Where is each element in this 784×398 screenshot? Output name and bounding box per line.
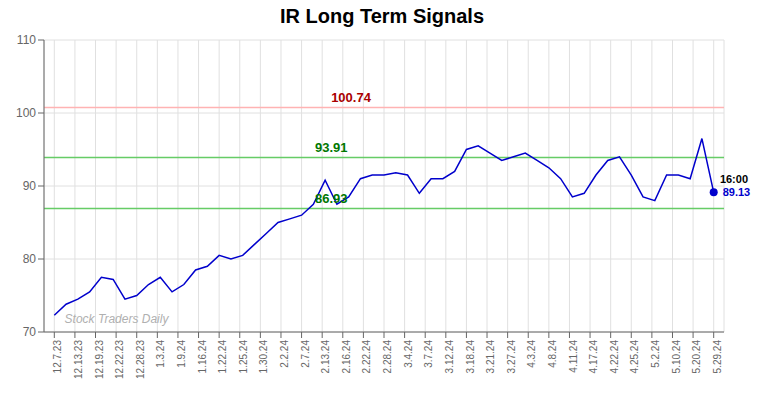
svg-text:100: 100 [16,106,36,120]
svg-text:2.7.24: 2.7.24 [300,340,311,368]
svg-text:80: 80 [23,252,37,266]
svg-text:1.9.24: 1.9.24 [176,340,187,368]
svg-text:1.16.24: 1.16.24 [197,340,208,374]
svg-text:12.13.23: 12.13.23 [73,340,84,379]
svg-text:3.21.24: 3.21.24 [485,340,496,374]
svg-text:4.17.24: 4.17.24 [588,340,599,374]
svg-text:5.2.24: 5.2.24 [650,340,661,368]
svg-text:1.3.24: 1.3.24 [155,340,166,368]
svg-text:4.22.24: 4.22.24 [609,340,620,374]
svg-text:3.18.24: 3.18.24 [465,340,476,374]
svg-text:93.91: 93.91 [315,140,348,155]
svg-text:3.4.24: 3.4.24 [403,340,414,368]
svg-text:5.29.24: 5.29.24 [712,340,723,374]
svg-text:12.28.23: 12.28.23 [135,340,146,379]
svg-text:5.20.24: 5.20.24 [691,340,702,374]
svg-text:100.74: 100.74 [331,90,372,105]
svg-text:70: 70 [23,325,37,339]
svg-text:4.25.24: 4.25.24 [629,340,640,374]
svg-text:3.7.24: 3.7.24 [423,340,434,368]
svg-text:16:00: 16:00 [720,173,748,185]
svg-text:4.11.24: 4.11.24 [568,340,579,373]
svg-text:12.19.23: 12.19.23 [94,340,105,379]
svg-text:89.13: 89.13 [723,186,751,198]
svg-text:1.22.24: 1.22.24 [217,340,228,374]
svg-text:2.2.24: 2.2.24 [279,340,290,368]
svg-text:2.16.24: 2.16.24 [341,340,352,374]
svg-text:12.22.23: 12.22.23 [114,340,125,379]
svg-text:12.7.23: 12.7.23 [52,340,63,374]
svg-text:Stock Traders Daily: Stock Traders Daily [65,312,170,326]
svg-text:2.13.24: 2.13.24 [320,340,331,374]
svg-text:1.30.24: 1.30.24 [258,340,269,374]
svg-text:4.8.24: 4.8.24 [547,340,558,368]
svg-text:90: 90 [23,179,37,193]
svg-text:1.25.24: 1.25.24 [238,340,249,374]
html-text:IR Long Term Signals: IR Long Term Signals [280,5,484,27]
svg-text:2.22.24: 2.22.24 [361,340,372,374]
svg-text:110: 110 [17,33,36,47]
svg-text:5.10.24: 5.10.24 [671,340,682,374]
svg-text:3.12.24: 3.12.24 [444,340,455,374]
svg-text:3.27.24: 3.27.24 [506,340,517,374]
svg-text:86.93: 86.93 [315,191,348,206]
svg-text:4.3.24: 4.3.24 [526,340,537,368]
svg-text:2.28.24: 2.28.24 [382,340,393,374]
